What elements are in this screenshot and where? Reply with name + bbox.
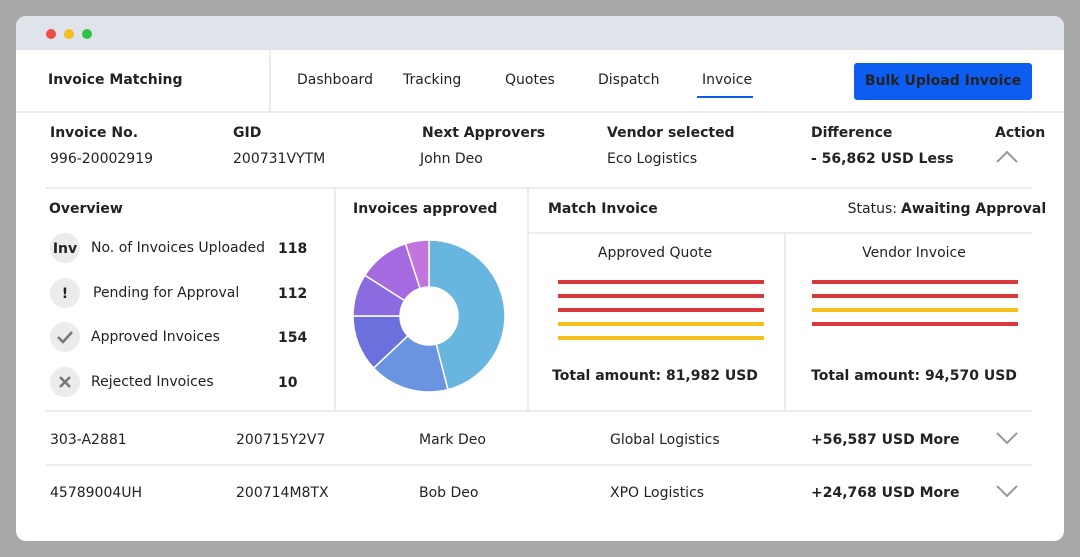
difference: - 56,862 USD Less	[811, 151, 954, 167]
upload-button-label[interactable]: Bulk Upload Invoice	[865, 73, 1021, 89]
item-icon-label: Inv	[53, 241, 77, 257]
column-label: Vendor selected	[607, 125, 735, 141]
panel-title: Overview	[49, 201, 123, 217]
item-label: Rejected Invoices	[91, 374, 214, 390]
panel-heading: Vendor Invoice	[862, 245, 966, 261]
cell: 200731VYTM	[233, 151, 325, 167]
cell: XPO Logistics	[610, 485, 704, 501]
item-value: 118	[278, 241, 307, 257]
panel-heading: Approved Quote	[598, 245, 712, 261]
nav-tab[interactable]: Invoice	[702, 72, 752, 88]
donut-segment	[404, 239, 430, 290]
status-label: Status:	[848, 201, 897, 217]
cell: 303-A2881	[50, 432, 127, 448]
expand-chevron[interactable]	[996, 432, 1018, 445]
column-label: GID	[233, 125, 261, 141]
item-label: No. of Invoices Uploaded	[91, 240, 265, 256]
nav-tab[interactable]: Dashboard	[297, 72, 373, 88]
x-icon	[59, 376, 71, 388]
cell: Mark Deo	[419, 432, 486, 448]
collapse-chevron[interactable]	[996, 150, 1018, 163]
item-label: Approved Invoices	[91, 329, 220, 345]
item-icon	[50, 278, 80, 308]
vendor-lines	[812, 280, 1018, 326]
column-label: Next Approvers	[422, 125, 545, 141]
total-amount: Total amount: 94,570 USD	[811, 368, 1017, 384]
close-dot[interactable]	[46, 29, 56, 39]
upload-button[interactable]	[854, 63, 1032, 100]
cell: 996-20002919	[50, 151, 153, 167]
status-value: Awaiting Approval	[901, 201, 1046, 217]
cell: Bob Deo	[419, 485, 478, 501]
item-icon	[50, 322, 80, 352]
cell: John Deo	[419, 151, 483, 167]
panel-title: Invoices approved	[353, 201, 497, 217]
quote-lines	[558, 280, 764, 340]
title-bar	[16, 16, 1064, 50]
minimize-dot[interactable]	[64, 29, 74, 39]
check-icon	[57, 331, 73, 344]
window	[16, 16, 1064, 541]
nav-tab[interactable]: Tracking	[402, 72, 461, 88]
nav-tab[interactable]: Quotes	[505, 72, 555, 88]
item-icon-label: !	[62, 286, 68, 302]
total-amount: Total amount: 81,982 USD	[552, 368, 758, 384]
column-label: Action	[995, 125, 1045, 141]
cell: Eco Logistics	[607, 151, 697, 167]
column-label: Invoice No.	[50, 125, 138, 141]
cell: 200715Y2V7	[236, 432, 325, 448]
maximize-dot[interactable]	[82, 29, 92, 39]
difference: +56,587 USD More	[811, 432, 960, 448]
item-value: 10	[278, 375, 298, 391]
donut-segment	[372, 334, 449, 393]
nav-tab[interactable]: Dispatch	[598, 72, 660, 88]
item-value: 112	[278, 286, 307, 302]
cell: 45789004UH	[50, 485, 142, 501]
difference: +24,768 USD More	[811, 485, 960, 501]
donut-segment	[428, 239, 506, 391]
cell: 200714M8TX	[236, 485, 329, 501]
item-value: 154	[278, 330, 307, 346]
item-label: Pending for Approval	[93, 285, 239, 301]
cell: Global Logistics	[610, 432, 720, 448]
column-label: Difference	[811, 125, 892, 141]
page-title: Invoice Matching	[48, 72, 183, 88]
panel-title: Match Invoice	[548, 201, 658, 217]
expand-chevron[interactable]	[996, 485, 1018, 498]
item-icon	[50, 233, 80, 263]
